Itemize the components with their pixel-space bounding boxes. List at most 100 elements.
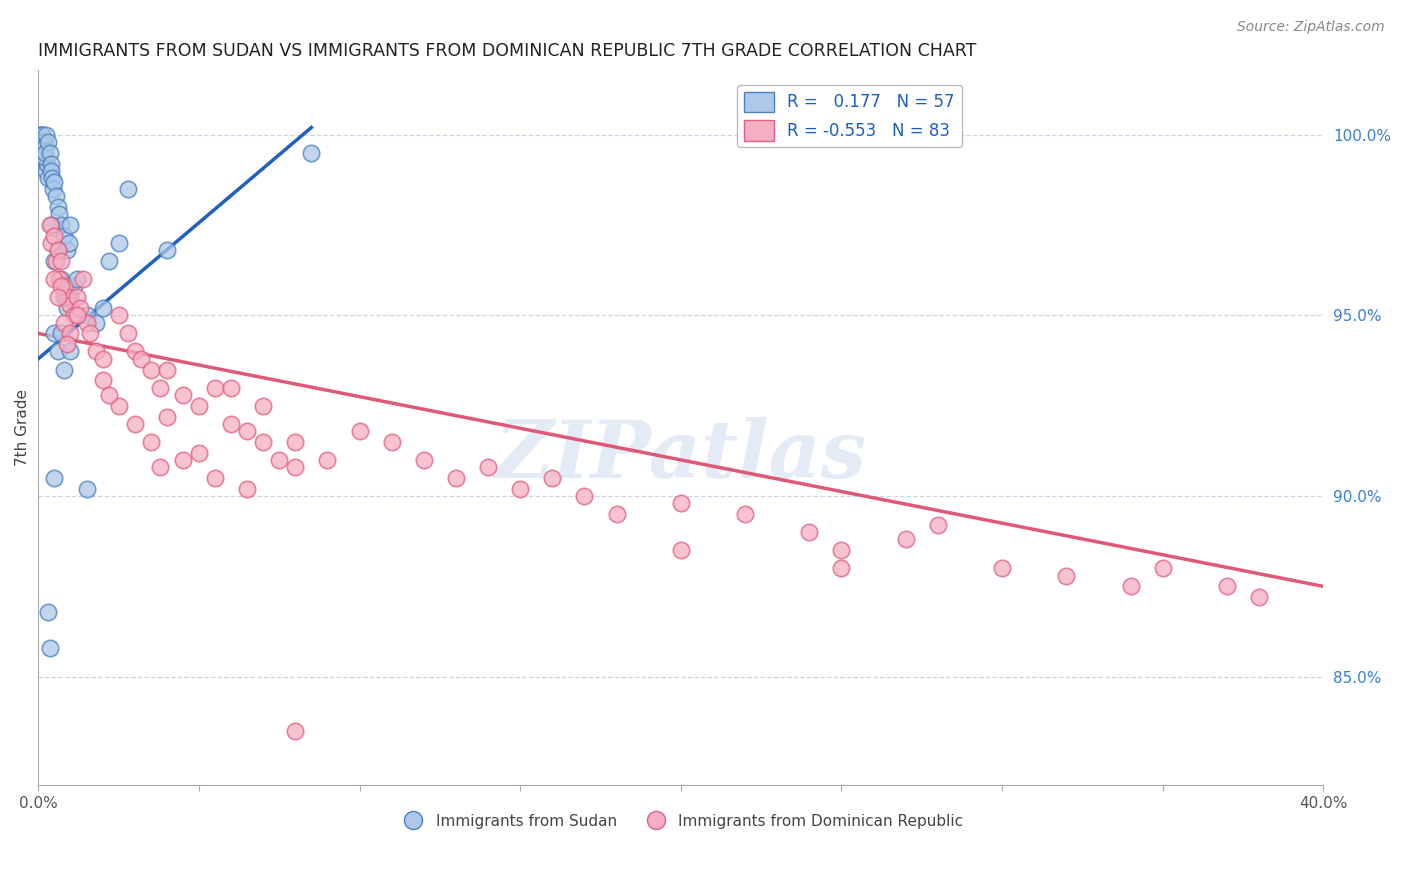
Point <box>799 525 821 540</box>
Point <box>49 272 72 286</box>
Point <box>45 189 67 203</box>
Point <box>117 182 139 196</box>
Point <box>31 128 53 142</box>
Point <box>124 417 146 431</box>
Point <box>188 445 211 459</box>
Point <box>59 297 82 311</box>
Point <box>84 316 107 330</box>
Point <box>66 290 89 304</box>
Legend: Immigrants from Sudan, Immigrants from Dominican Republic: Immigrants from Sudan, Immigrants from D… <box>392 807 970 835</box>
Point <box>107 399 129 413</box>
Point <box>69 301 91 315</box>
Point <box>444 471 467 485</box>
Point <box>124 344 146 359</box>
Point <box>76 316 98 330</box>
Point <box>172 388 194 402</box>
Point <box>79 326 101 341</box>
Point <box>316 453 339 467</box>
Point <box>56 244 79 258</box>
Point <box>1216 579 1239 593</box>
Point <box>284 723 307 738</box>
Point <box>477 460 499 475</box>
Point <box>42 182 65 196</box>
Point <box>44 272 66 286</box>
Y-axis label: 7th Grade: 7th Grade <box>15 389 30 466</box>
Point <box>72 272 94 286</box>
Point <box>46 290 69 304</box>
Point <box>34 153 56 167</box>
Point <box>188 399 211 413</box>
Point <box>44 228 66 243</box>
Point <box>129 351 152 366</box>
Point <box>44 471 66 485</box>
Point <box>139 362 162 376</box>
Point <box>56 301 79 315</box>
Point <box>252 399 274 413</box>
Point <box>32 145 55 160</box>
Point <box>156 409 179 424</box>
Point <box>55 279 77 293</box>
Point <box>149 460 172 475</box>
Point <box>1247 591 1270 605</box>
Point <box>149 381 172 395</box>
Point <box>76 482 98 496</box>
Point <box>53 228 76 243</box>
Point <box>37 135 59 149</box>
Point <box>48 207 70 221</box>
Point <box>76 309 98 323</box>
Point <box>219 381 242 395</box>
Point <box>1152 561 1174 575</box>
Point <box>734 507 756 521</box>
Point <box>53 290 76 304</box>
Point <box>53 316 76 330</box>
Point <box>139 434 162 449</box>
Point <box>927 517 949 532</box>
Point <box>669 543 692 558</box>
Point <box>830 543 852 558</box>
Point <box>574 489 596 503</box>
Point <box>39 164 62 178</box>
Point <box>48 272 70 286</box>
Point <box>44 175 66 189</box>
Point <box>38 640 60 655</box>
Point <box>59 344 82 359</box>
Point <box>284 434 307 449</box>
Point <box>541 471 564 485</box>
Point <box>236 482 259 496</box>
Point <box>37 605 59 619</box>
Point <box>44 326 66 341</box>
Point <box>37 156 59 170</box>
Point <box>98 388 121 402</box>
Point <box>46 200 69 214</box>
Point <box>66 272 89 286</box>
Point <box>669 496 692 510</box>
Point <box>107 309 129 323</box>
Point <box>53 362 76 376</box>
Point <box>38 145 60 160</box>
Point <box>62 309 84 323</box>
Point <box>381 434 404 449</box>
Point <box>1119 579 1142 593</box>
Point <box>219 417 242 431</box>
Text: ZIPatlas: ZIPatlas <box>495 417 868 495</box>
Point <box>34 138 56 153</box>
Point <box>34 145 56 160</box>
Point <box>30 128 52 142</box>
Point <box>98 254 121 268</box>
Point <box>299 145 322 160</box>
Point <box>28 128 51 142</box>
Point <box>991 561 1014 575</box>
Point <box>84 344 107 359</box>
Point <box>37 171 59 186</box>
Point <box>91 373 114 387</box>
Point <box>606 507 628 521</box>
Point <box>41 171 63 186</box>
Point <box>349 424 371 438</box>
Point <box>49 326 72 341</box>
Point <box>204 471 226 485</box>
Text: Source: ZipAtlas.com: Source: ZipAtlas.com <box>1237 20 1385 34</box>
Point <box>91 351 114 366</box>
Point <box>284 460 307 475</box>
Point <box>117 326 139 341</box>
Point <box>56 337 79 351</box>
